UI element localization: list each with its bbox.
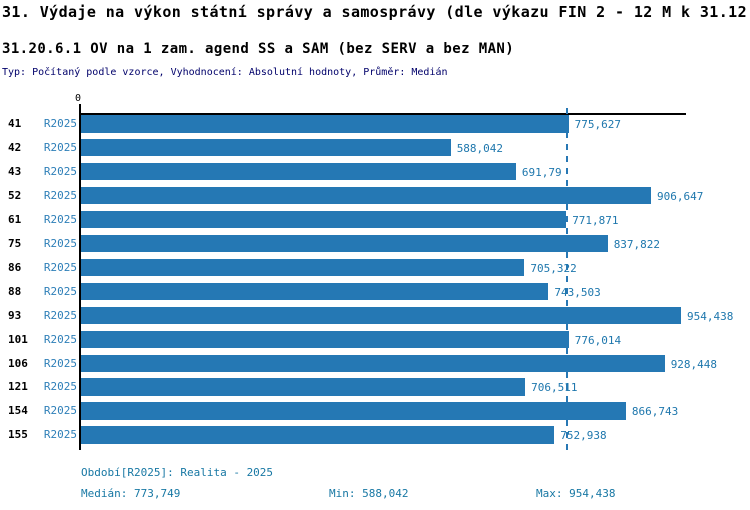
chart-row: 61 R2025 771,871: [0, 208, 750, 232]
bar[interactable]: [81, 378, 526, 396]
bar[interactable]: [81, 186, 651, 205]
chart-row: 101 R2025 776,014: [0, 328, 750, 352]
row-id-label: 42: [8, 140, 22, 154]
bar-value-label: 705,322: [530, 261, 577, 275]
chart-row: 75 R2025 837,822: [0, 232, 750, 256]
bar[interactable]: [81, 210, 567, 229]
bar-value-label: 928,448: [670, 357, 718, 371]
chart-row: 41 R2025 775,627: [0, 112, 750, 136]
chart-row: 155 R2025 752,938: [0, 423, 750, 447]
bar-value-label: 776,014: [574, 333, 622, 347]
footer-period-line: Období[R2025]: Realita - 2025: [81, 466, 274, 479]
chart-row: 88 R2025 743,503: [0, 280, 750, 304]
chart-row: 154 R2025 866,743: [0, 399, 750, 423]
footer-max-stat: Max: 954,438: [536, 487, 616, 500]
row-id-label: 86: [8, 260, 22, 274]
bar-value-label: 743,503: [554, 285, 601, 299]
chart-row: 42 R2025 588,042: [0, 136, 750, 160]
bar[interactable]: [81, 402, 626, 420]
row-period-label: R2025: [43, 332, 77, 346]
row-id-label: 155: [8, 428, 28, 442]
row-period-label: R2025: [43, 260, 77, 274]
bar[interactable]: [81, 162, 516, 181]
chart-row: 86 R2025 705,322: [0, 256, 750, 280]
bar[interactable]: [81, 282, 549, 301]
bar[interactable]: [81, 138, 451, 157]
row-id-label: 41: [8, 117, 22, 130]
row-id-label: 101: [8, 332, 28, 346]
bar[interactable]: [81, 234, 608, 253]
row-id-label: 88: [8, 284, 22, 298]
y-axis-line: [79, 104, 81, 450]
bar-value-label: 588,042: [456, 141, 504, 155]
chart-subtitle: 31.20.6.1 OV na 1 zam. agend SS a SAM (b…: [2, 41, 515, 57]
axis-zero-tick-label: 0: [74, 93, 82, 104]
bar[interactable]: [81, 258, 525, 277]
median-line: [566, 108, 569, 452]
page-title: 31. Výdaje na výkon státní správy a samo…: [2, 3, 750, 21]
bar[interactable]: [81, 426, 555, 444]
row-period-label: R2025: [43, 428, 77, 442]
bar[interactable]: [81, 306, 681, 325]
row-period-label: R2025: [43, 308, 77, 322]
row-period-label: R2025: [43, 380, 77, 394]
bar-value-label: 866,743: [631, 405, 679, 419]
row-id-label: 106: [8, 356, 28, 370]
row-id-label: 75: [8, 236, 22, 250]
row-id-label: 121: [8, 380, 28, 394]
footer-median-stat: Medián: 773,749: [81, 487, 181, 500]
bar-value-label: 954,438: [687, 309, 734, 323]
row-period-label: R2025: [43, 140, 77, 154]
chart-row: 106 R2025 928,448: [0, 352, 750, 376]
bar-value-label: 775,627: [574, 118, 621, 131]
row-id-label: 154: [8, 404, 28, 418]
chart-row: 93 R2025 954,438: [0, 304, 750, 328]
footer-min-stat: Min: 588,042: [329, 487, 409, 500]
bar-value-label: 771,871: [572, 213, 619, 227]
x-axis-line: [80, 113, 686, 115]
bar[interactable]: [81, 115, 569, 133]
bar[interactable]: [81, 354, 665, 372]
bar[interactable]: [81, 330, 569, 349]
bar-value-label: 752,938: [560, 429, 607, 443]
row-id-label: 61: [8, 212, 22, 226]
row-id-label: 93: [8, 308, 22, 322]
chart-row: 121 R2025 706,511: [0, 375, 750, 399]
bar-value-label: 706,511: [531, 381, 578, 395]
row-period-label: R2025: [43, 236, 77, 250]
chart-meta-line: Typ: Počítaný podle vzorce, Vyhodnocení:…: [2, 67, 448, 78]
row-period-label: R2025: [43, 284, 77, 298]
chart-row: 52 R2025 906,647: [0, 184, 750, 208]
row-id-label: 52: [8, 188, 22, 202]
row-period-label: R2025: [43, 117, 77, 130]
bar-value-label: 691,79: [521, 165, 562, 179]
row-period-label: R2025: [43, 188, 77, 202]
row-period-label: R2025: [43, 356, 77, 370]
row-period-label: R2025: [43, 212, 77, 226]
bar-value-label: 837,822: [613, 237, 661, 251]
row-id-label: 43: [8, 164, 22, 178]
row-period-label: R2025: [43, 404, 77, 418]
chart-row: 43 R2025 691,79: [0, 160, 750, 184]
bar-value-label: 906,647: [657, 189, 704, 203]
row-period-label: R2025: [43, 164, 77, 178]
